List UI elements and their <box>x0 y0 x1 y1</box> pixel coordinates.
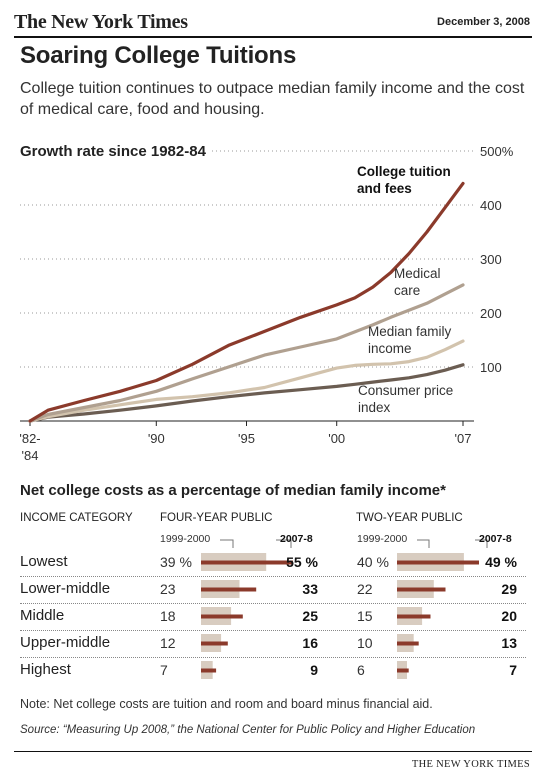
row-separator <box>20 630 526 631</box>
x-tick-label: '95 <box>238 431 255 446</box>
value-1999-2000: 22 <box>357 581 373 597</box>
series-line <box>28 339 465 423</box>
bar-2007-8 <box>397 641 419 646</box>
row-label: Lower-middle <box>20 580 111 597</box>
value-2007-8: 9 <box>310 662 318 678</box>
bar-2007-8 <box>397 668 409 673</box>
series-line <box>28 181 465 423</box>
series-label: Consumer price <box>358 383 453 398</box>
year-label-2007-8: 2007-8 <box>280 533 313 545</box>
value-1999-2000: 10 <box>357 635 373 651</box>
series-label: care <box>394 283 420 298</box>
value-2007-8: 20 <box>501 608 517 624</box>
series-label: Median family <box>368 324 452 339</box>
value-2007-8: 49 % <box>485 554 517 570</box>
masthead-logo: The New York Times <box>14 11 188 33</box>
y-tick-label: 400 <box>480 198 502 213</box>
column-header-four-year: FOUR-YEAR PUBLIC <box>160 512 273 524</box>
value-2007-8: 25 <box>302 608 318 624</box>
year-label-1999-2000: 1999-2000 <box>160 533 211 545</box>
row-label: Highest <box>20 661 71 678</box>
bar-2007-8 <box>201 560 293 565</box>
value-2007-8: 13 <box>501 635 517 651</box>
bar-2007-8 <box>201 587 257 592</box>
value-1999-2000: 12 <box>160 635 176 651</box>
bar-2007-8 <box>201 668 217 673</box>
series-label: index <box>358 400 391 415</box>
value-1999-2000: 23 <box>160 581 176 597</box>
row-separator <box>20 603 526 604</box>
value-1999-2000: 6 <box>357 662 365 678</box>
x-tick-label-second-line: '84 <box>22 448 39 463</box>
value-1999-2000: 40 % <box>357 554 389 570</box>
line-chart-title: Growth rate since 1982-84 <box>20 143 210 160</box>
bar-2007-8 <box>397 587 446 592</box>
series-line <box>28 283 465 423</box>
bar-2007-8 <box>201 641 228 646</box>
year-label-2007-8: 2007-8 <box>479 533 512 545</box>
y-tick-label: 100 <box>480 360 502 375</box>
bar-2007-8 <box>201 614 243 619</box>
graphic-subtitle: College tuition continues to outpace med… <box>20 80 525 118</box>
value-2007-8: 16 <box>302 635 318 651</box>
value-1999-2000: 18 <box>160 608 176 624</box>
year-label-1999-2000: 1999-2000 <box>357 533 408 545</box>
y-tick-label: 500% <box>480 144 514 159</box>
series-line <box>28 363 465 423</box>
y-tick-label: 200 <box>480 306 502 321</box>
value-2007-8: 7 <box>509 662 517 678</box>
row-label: Lowest <box>20 553 68 570</box>
value-2007-8: 29 <box>501 581 517 597</box>
year-connector <box>276 539 292 548</box>
graphic-title: Soaring College Tuitions <box>20 42 297 69</box>
cost-table-graphics <box>201 539 488 679</box>
series-label: and fees <box>357 181 412 196</box>
publication-date: December 3, 2008 <box>437 16 530 28</box>
source-line: Source: “Measuring Up 2008,” the Nationa… <box>20 724 476 736</box>
x-tick-label: '90 <box>148 431 165 446</box>
year-connector <box>220 539 234 548</box>
row-label: Middle <box>20 607 65 624</box>
value-1999-2000: 7 <box>160 662 168 678</box>
year-connector <box>417 539 430 548</box>
table-title: Net college costs as a percentage of med… <box>20 482 446 499</box>
x-tick-label: '00 <box>328 431 345 446</box>
series-label: College tuition <box>357 164 451 179</box>
column-header-income-category: INCOME CATEGORY <box>20 512 133 524</box>
bottom-rule <box>14 751 532 752</box>
line-chart: 100 200 300 400 500% '82- '84 '90 '95 '00 '07 Colle… <box>19 144 514 463</box>
y-tick-label: 300 <box>480 252 502 267</box>
series-label: income <box>368 341 412 356</box>
value-2007-8: 55 % <box>286 554 318 570</box>
year-connector <box>475 539 488 548</box>
credit-line: THE NEW YORK TIMES <box>411 759 530 770</box>
series-label: Medical <box>394 266 441 281</box>
x-tick-label: '07 <box>455 431 472 446</box>
row-label: Upper-middle <box>20 634 111 651</box>
x-tick-label: '82- <box>19 431 40 446</box>
value-1999-2000: 39 % <box>160 554 192 570</box>
value-1999-2000: 15 <box>357 608 373 624</box>
bar-2007-8 <box>397 614 431 619</box>
row-separator <box>20 576 526 577</box>
row-separator <box>20 657 526 658</box>
top-rule <box>14 36 532 38</box>
column-header-two-year: TWO-YEAR PUBLIC <box>356 512 463 524</box>
footnote: Note: Net college costs are tuition and … <box>20 697 433 711</box>
value-2007-8: 33 <box>302 581 318 597</box>
bar-2007-8 <box>397 560 479 565</box>
